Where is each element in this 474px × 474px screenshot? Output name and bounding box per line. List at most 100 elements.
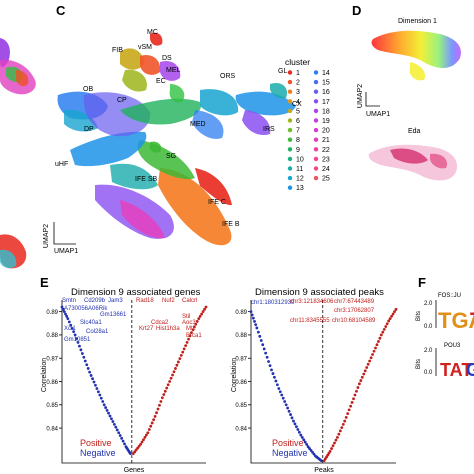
data-point: [280, 393, 284, 397]
data-point: [176, 360, 180, 364]
data-point: [80, 352, 84, 355]
data-point: [169, 376, 173, 380]
data-point: [344, 415, 348, 419]
data-point: [390, 314, 394, 318]
data-point: [73, 333, 77, 337]
data-point: [385, 322, 389, 326]
data-point: [371, 353, 374, 356]
data-point: [275, 383, 279, 387]
data-point: [377, 340, 380, 343]
data-point: [250, 313, 254, 317]
y-tick-label: 0.87: [46, 357, 58, 363]
data-point: [182, 347, 186, 351]
data-point: [287, 409, 291, 413]
plot-axes: [250, 300, 396, 464]
motif-ytick: 2.0: [424, 301, 433, 307]
legend-item-label: 4: [296, 99, 300, 106]
data-point: [158, 403, 161, 407]
data-point: [190, 331, 193, 334]
plot-axes: [61, 300, 206, 464]
data-point: [171, 373, 174, 377]
cluster-label-cx: CX: [292, 101, 302, 108]
dimension-umap: [371, 30, 461, 68]
legend-item-label: 7: [296, 128, 300, 135]
y-tick-label: 0.88: [235, 333, 247, 339]
data-point: [163, 389, 167, 393]
legend-negative: Negative: [80, 448, 116, 458]
data-point: [76, 340, 80, 344]
data-point: [334, 438, 338, 442]
data-point: [379, 333, 383, 337]
data-point: [102, 403, 106, 407]
legend-swatch: [313, 175, 319, 181]
data-point: [147, 428, 151, 431]
data-point: [204, 305, 208, 309]
gene-label: Xcl1: [64, 326, 76, 332]
data-point: [393, 310, 396, 314]
motif-letter-logo: TAT: [440, 360, 472, 380]
data-point: [178, 357, 182, 361]
data-point: [353, 393, 357, 397]
panel-d: D Dimension 1 UMAP2 UMAP1 Eda: [352, 3, 461, 181]
data-point: [195, 320, 199, 323]
data-point: [394, 307, 398, 311]
data-point: [160, 396, 164, 400]
data-point: [267, 360, 270, 363]
data-point: [70, 327, 74, 330]
data-point: [95, 387, 99, 390]
data-point: [355, 389, 358, 393]
data-point: [290, 416, 294, 420]
data-point: [83, 359, 87, 363]
legend-item-label: 19: [322, 118, 330, 125]
peaks-plot-title: Dimension 9 associated peaks: [255, 287, 384, 298]
data-point: [343, 419, 347, 423]
gene-label: Gm13661: [100, 312, 127, 318]
cluster-label-ec: EC: [156, 78, 166, 85]
y-tick-label: 0.87: [235, 357, 247, 363]
legend-item-label: 16: [322, 89, 330, 96]
data-point: [89, 374, 93, 377]
data-point: [249, 310, 253, 314]
data-point: [62, 310, 66, 314]
genes-xlabel: Genes: [124, 467, 145, 474]
data-point: [365, 366, 369, 369]
data-point: [333, 441, 336, 445]
data-point: [388, 317, 392, 321]
data-point: [86, 367, 90, 370]
gene-labels-negative: Smtn Cd209b Jam3 A730056A06Rik Gm13661 X…: [62, 298, 127, 343]
legend-item-label: 17: [322, 99, 330, 106]
cluster-labels: MC FIB vSM DS MEL EC ORS GL CX OB CP DP …: [55, 29, 302, 228]
legend-swatch: [313, 118, 319, 123]
data-point: [94, 383, 97, 387]
umap1-label: UMAP1: [54, 248, 78, 255]
data-point: [88, 370, 92, 374]
legend-swatch: [313, 156, 319, 162]
peaks-legend: Positive Negative: [272, 438, 308, 458]
data-point: [337, 432, 341, 436]
cluster-label-med: MED: [190, 121, 206, 128]
data-point: [265, 355, 269, 359]
data-point: [268, 364, 272, 368]
data-point: [256, 330, 260, 334]
legend-item-label: 8: [296, 137, 300, 144]
data-point: [69, 323, 73, 327]
panel-c: C: [43, 3, 330, 255]
data-point: [96, 390, 100, 394]
data-point: [188, 334, 192, 338]
motif-ytick: 0.0: [424, 324, 433, 330]
data-point: [162, 393, 166, 396]
data-point: [181, 350, 185, 354]
y-tick-label: 0.85: [46, 403, 58, 409]
data-point: [111, 420, 115, 423]
data-point: [293, 422, 297, 426]
motif-letter-logo: G: [466, 360, 474, 380]
data-point: [140, 440, 144, 444]
motif-ytick-2: 0.0: [424, 370, 433, 376]
data-point: [197, 317, 201, 321]
data-point: [331, 444, 335, 448]
gene-label: Stil: [182, 314, 190, 320]
legend-swatch: [313, 79, 319, 85]
data-point: [179, 354, 183, 357]
data-point: [277, 387, 281, 390]
gene-label: Cdca2: [151, 320, 169, 326]
